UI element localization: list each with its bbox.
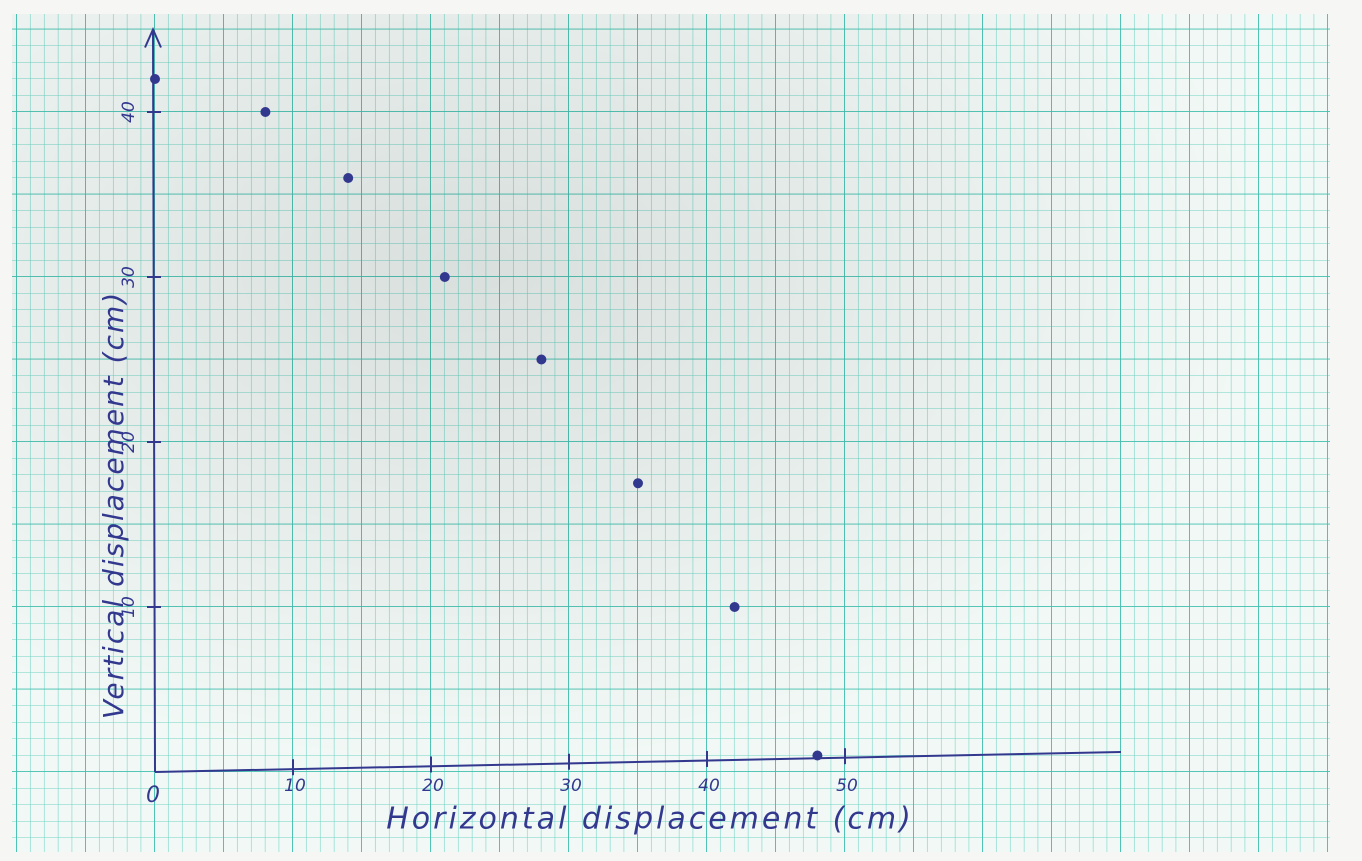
x-tick-label: 10	[284, 776, 306, 796]
data-point	[343, 173, 353, 183]
data-point	[536, 355, 546, 365]
data-point	[440, 272, 450, 282]
x-tick-label: 30	[560, 776, 582, 796]
shadow	[12, 14, 1330, 852]
data-point	[260, 107, 270, 117]
y-tick-label: 40	[119, 101, 139, 123]
x-tick-label: 40	[698, 776, 720, 796]
y-axis-label: Vertical displacement (cm)	[97, 291, 130, 719]
x-axis-label: Horizontal displacement (cm)	[386, 802, 914, 837]
data-point	[812, 751, 822, 761]
data-point	[150, 74, 160, 84]
data-point	[633, 478, 643, 488]
data-point	[730, 602, 740, 612]
y-tick-label: 30	[119, 266, 139, 288]
x-tick-label: 50	[836, 776, 858, 796]
graph-paper: 0102030405010203040Horizontal displaceme…	[0, 0, 1362, 861]
x-tick-label: 20	[422, 776, 444, 796]
x-tick-label: 0	[146, 783, 160, 808]
